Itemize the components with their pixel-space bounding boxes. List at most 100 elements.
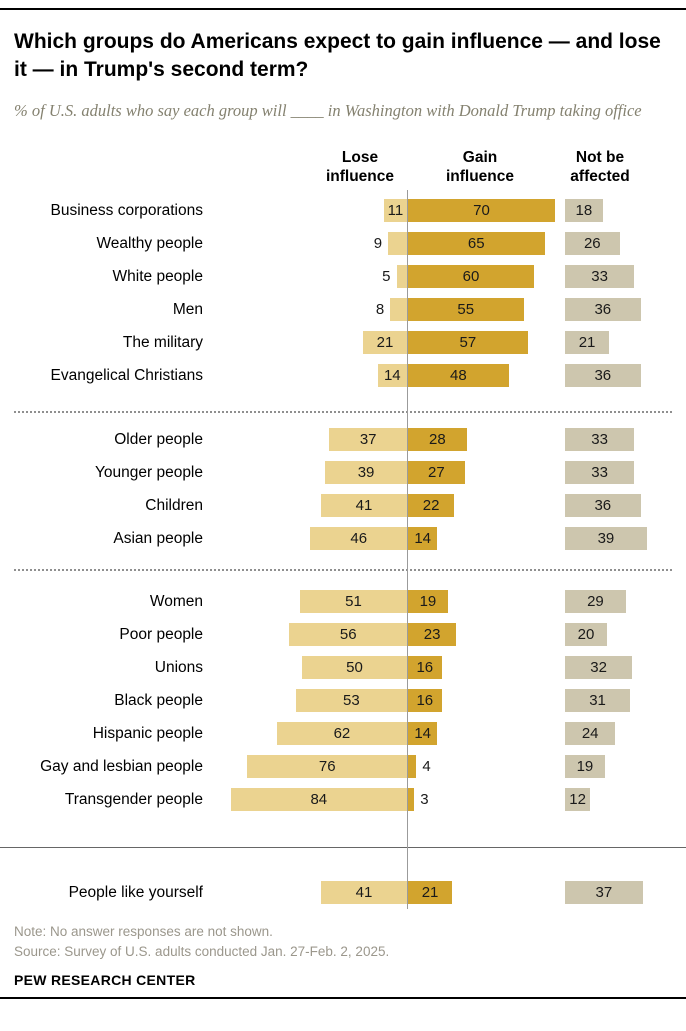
group-label: Poor people xyxy=(119,626,203,643)
lose-influence-bar: 14 xyxy=(377,364,407,387)
gain-influence-bar: 22 xyxy=(408,494,455,517)
table-row: Black people 53 16 31 xyxy=(0,684,686,717)
chart-section-1: Business corporations 11 70 18 Wealthy p… xyxy=(0,194,686,392)
column-header-gain-influence: Gain influence xyxy=(445,149,515,185)
bottom-rule xyxy=(0,997,686,999)
lose-influence-value: 62 xyxy=(333,725,351,742)
lose-influence-value: 5 xyxy=(382,268,391,285)
gain-influence-bar: 14 xyxy=(408,722,438,745)
lose-influence-value: 76 xyxy=(318,758,336,775)
lose-influence-bar: 84 xyxy=(230,788,407,811)
gain-influence-value: 3 xyxy=(420,791,429,808)
lose-influence-value: 39 xyxy=(357,464,375,481)
column-headers: Lose influence Gain influence Not be aff… xyxy=(0,148,686,188)
lose-influence-bar: 76 xyxy=(247,755,407,778)
table-row: Business corporations 11 70 18 xyxy=(0,194,686,227)
group-label: Hispanic people xyxy=(92,725,203,742)
group-label: Evangelical Christians xyxy=(50,367,204,384)
section-divider-dotted xyxy=(14,569,672,571)
chart-subtitle: % of U.S. adults who say each group will… xyxy=(14,101,642,120)
chart-section-3: Women 51 19 29 Poor people 56 23 20 Unio… xyxy=(0,585,686,816)
gain-influence-value: 57 xyxy=(459,334,477,351)
gain-influence-value: 65 xyxy=(467,235,485,252)
not-affected-value: 32 xyxy=(590,659,607,676)
table-row: Unions 50 16 32 xyxy=(0,651,686,684)
gain-influence-value: 22 xyxy=(422,497,440,514)
lose-influence-value: 46 xyxy=(350,530,368,547)
gain-influence-value: 28 xyxy=(429,431,446,448)
lose-influence-bar: 5 xyxy=(382,265,407,288)
not-affected-bar: 36 xyxy=(565,298,641,321)
not-affected-value: 29 xyxy=(587,593,604,610)
lose-influence-value: 41 xyxy=(355,497,373,514)
not-affected-bar: 31 xyxy=(565,689,631,712)
not-affected-bar: 33 xyxy=(565,461,635,484)
not-affected-bar: 36 xyxy=(565,364,641,387)
not-affected-bar: 36 xyxy=(565,494,641,517)
not-affected-bar: 24 xyxy=(565,722,616,745)
lose-influence-bar: 41 xyxy=(320,494,407,517)
chart-note: Note: No answer responses are not shown. xyxy=(14,924,273,939)
top-rule xyxy=(0,8,686,10)
table-row: Poor people 56 23 20 xyxy=(0,618,686,651)
gain-influence-bar: 19 xyxy=(408,590,448,613)
gain-influence-bar: 23 xyxy=(408,623,457,646)
lose-influence-value: 50 xyxy=(346,659,363,676)
table-row: The military 21 57 21 xyxy=(0,326,686,359)
table-row: Hispanic people 62 14 24 xyxy=(0,717,686,750)
group-label: People like yourself xyxy=(68,884,203,901)
gain-influence-value: 70 xyxy=(473,202,490,219)
page-title: Which groups do Americans expect to gain… xyxy=(14,30,661,81)
gain-influence-bar: 3 xyxy=(408,788,429,811)
lose-influence-value: 37 xyxy=(359,431,377,448)
gain-influence-bar: 16 xyxy=(408,656,442,679)
section-divider-solid xyxy=(0,847,686,848)
group-label: Wealthy people xyxy=(96,235,203,252)
axis-line xyxy=(407,190,408,909)
lose-influence-bar: 41 xyxy=(320,881,407,904)
gain-influence-value: 55 xyxy=(457,301,475,318)
group-label: Women xyxy=(149,593,203,610)
table-row: Transgender people 84 3 12 xyxy=(0,783,686,816)
lose-influence-bar: 51 xyxy=(299,590,407,613)
lose-influence-bar: 62 xyxy=(276,722,407,745)
gain-influence-value: 21 xyxy=(421,884,439,901)
gain-influence-value: 23 xyxy=(423,626,441,643)
table-row: Women 51 19 29 xyxy=(0,585,686,618)
gain-influence-bar: 14 xyxy=(408,527,438,550)
lose-influence-bar: 8 xyxy=(376,298,407,321)
not-affected-value: 21 xyxy=(578,334,596,351)
gain-influence-value: 60 xyxy=(462,268,480,285)
not-affected-bar: 37 xyxy=(565,881,643,904)
table-row: White people 5 60 33 xyxy=(0,260,686,293)
not-affected-value: 36 xyxy=(594,367,612,384)
lose-influence-bar: 37 xyxy=(329,428,407,451)
gain-influence-bar: 16 xyxy=(408,689,442,712)
lose-influence-bar: 46 xyxy=(310,527,407,550)
table-row: Younger people 39 27 33 xyxy=(0,456,686,489)
chart-section-4: People like yourself 41 21 37 xyxy=(0,876,686,909)
lose-influence-bar: 9 xyxy=(374,232,407,255)
table-row: People like yourself 41 21 37 xyxy=(0,876,686,909)
lose-influence-value: 21 xyxy=(376,334,394,351)
lose-influence-bar: 39 xyxy=(325,461,407,484)
lose-influence-bar: 53 xyxy=(295,689,407,712)
lose-influence-value: 56 xyxy=(339,626,357,643)
gain-influence-bar: 65 xyxy=(408,232,545,255)
not-affected-value: 31 xyxy=(589,692,606,709)
gain-influence-value: 4 xyxy=(422,758,431,775)
not-affected-bar: 26 xyxy=(565,232,620,255)
lose-influence-value: 9 xyxy=(373,235,383,252)
gain-influence-bar: 4 xyxy=(408,755,431,778)
lose-influence-value: 41 xyxy=(355,884,373,901)
table-row: Wealthy people 9 65 26 xyxy=(0,227,686,260)
lose-influence-value: 51 xyxy=(345,593,362,610)
lose-influence-bar: 21 xyxy=(362,331,407,354)
table-row: Older people 37 28 33 xyxy=(0,423,686,456)
not-affected-value: 19 xyxy=(576,758,594,775)
chart-body: Business corporations 11 70 18 Wealthy p… xyxy=(0,190,686,909)
gain-influence-value: 14 xyxy=(414,530,432,547)
group-label: Children xyxy=(145,497,203,514)
group-label: Gay and lesbian people xyxy=(40,758,203,775)
table-row: Evangelical Christians 14 48 36 xyxy=(0,359,686,392)
